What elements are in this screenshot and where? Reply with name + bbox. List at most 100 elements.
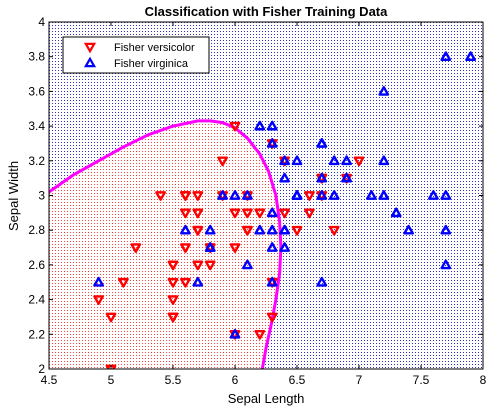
point-virginica	[254, 224, 266, 235]
point-virginica	[440, 51, 452, 62]
point-virginica	[316, 172, 328, 183]
legend-marker-versicolor	[83, 42, 97, 54]
point-virginica	[266, 207, 278, 218]
point-versicolor	[192, 208, 204, 219]
point-versicolor	[254, 208, 266, 219]
point-virginica	[465, 51, 476, 62]
point-virginica	[378, 155, 390, 166]
y-tick-label: 3	[38, 189, 45, 203]
point-virginica	[378, 86, 390, 96]
point-versicolor	[192, 225, 204, 236]
point-virginica	[279, 224, 290, 235]
y-tick-label: 4	[38, 15, 45, 29]
point-versicolor	[167, 312, 179, 323]
y-tick-label: 2.4	[28, 293, 45, 307]
point-virginica	[279, 242, 290, 252]
point-virginica	[341, 172, 352, 183]
point-virginica	[204, 242, 216, 252]
x-tick-label: 5	[108, 373, 115, 387]
point-virginica	[279, 172, 290, 183]
x-axis-label: Sepal Length	[228, 391, 305, 406]
point-virginica	[291, 155, 303, 166]
legend-marker-virginica	[83, 56, 97, 68]
point-versicolor	[192, 260, 204, 271]
point-versicolor	[304, 208, 315, 219]
point-virginica	[328, 155, 340, 166]
point-virginica	[378, 190, 390, 200]
point-virginica	[229, 328, 241, 339]
point-virginica	[440, 259, 452, 270]
point-virginica	[366, 190, 377, 200]
x-tick-label: 5.5	[165, 373, 182, 387]
point-virginica	[403, 224, 414, 235]
point-virginica	[316, 276, 328, 287]
point-virginica	[266, 242, 278, 252]
marker-layer	[93, 51, 476, 369]
legend-label-virginica: Fisher virginica	[114, 58, 189, 70]
point-virginica	[390, 207, 402, 218]
point-versicolor	[229, 208, 241, 219]
point-versicolor	[291, 225, 303, 236]
point-versicolor	[167, 295, 179, 305]
point-virginica	[440, 224, 452, 235]
point-virginica	[242, 190, 253, 200]
point-virginica	[291, 190, 303, 200]
point-versicolor	[167, 277, 179, 288]
point-versicolor	[180, 277, 191, 288]
point-versicolor	[242, 225, 253, 236]
point-versicolor	[118, 277, 129, 288]
point-versicolor	[279, 208, 290, 219]
point-versicolor	[167, 260, 179, 271]
y-tick-label: 2.2	[28, 327, 45, 341]
y-tick-label: 2.8	[28, 223, 45, 237]
decision-boundary	[49, 119, 283, 369]
point-virginica	[242, 259, 253, 270]
point-versicolor	[229, 121, 241, 132]
point-virginica	[279, 155, 290, 166]
x-tick-label: 6.5	[289, 373, 306, 387]
point-virginica	[266, 138, 278, 148]
point-versicolor	[353, 156, 365, 167]
legend-label-versicolor: Fisher versicolor	[114, 42, 195, 54]
point-virginica	[93, 276, 104, 287]
point-versicolor	[204, 260, 216, 271]
point-versicolor	[130, 243, 142, 253]
point-versicolor	[254, 329, 266, 340]
chart-title: Classification with Fisher Training Data	[145, 4, 388, 19]
y-axis-label: Sepal Width	[6, 161, 21, 231]
point-versicolor	[192, 191, 204, 201]
point-virginica	[180, 224, 191, 235]
x-tick-label: 4.5	[41, 373, 58, 387]
point-versicolor	[304, 191, 315, 201]
point-versicolor	[93, 295, 104, 305]
point-versicolor	[180, 208, 191, 219]
point-versicolor	[105, 312, 117, 323]
point-versicolor	[266, 312, 278, 323]
point-virginica	[316, 138, 328, 148]
point-virginica	[229, 190, 241, 200]
point-virginica	[192, 276, 204, 287]
point-versicolor	[155, 191, 166, 201]
versicolor-region	[49, 120, 281, 369]
point-virginica	[266, 276, 278, 287]
point-virginica	[266, 120, 278, 131]
x-tick-label: 6	[232, 373, 239, 387]
point-versicolor	[328, 225, 340, 236]
point-virginica	[254, 120, 266, 131]
tick-layer: 4.5 5 5.5 6 6.5 7 7.5 8 2 2.2 2.4 2.6 2.8 3 3.2 3.4 3.6 3…	[28, 15, 486, 387]
point-virginica	[316, 190, 328, 200]
point-versicolor	[242, 208, 253, 219]
point-virginica	[341, 155, 352, 166]
point-virginica	[440, 190, 452, 200]
point-versicolor	[217, 156, 228, 167]
point-versicolor	[229, 243, 241, 253]
y-tick-label: 3.4	[28, 119, 45, 133]
y-tick-label: 3.8	[28, 50, 45, 64]
point-virginica	[217, 190, 228, 200]
y-tick-label: 3.2	[28, 154, 45, 168]
point-versicolor	[180, 191, 191, 201]
point-virginica	[266, 224, 278, 235]
x-tick-label: 7.5	[413, 373, 430, 387]
